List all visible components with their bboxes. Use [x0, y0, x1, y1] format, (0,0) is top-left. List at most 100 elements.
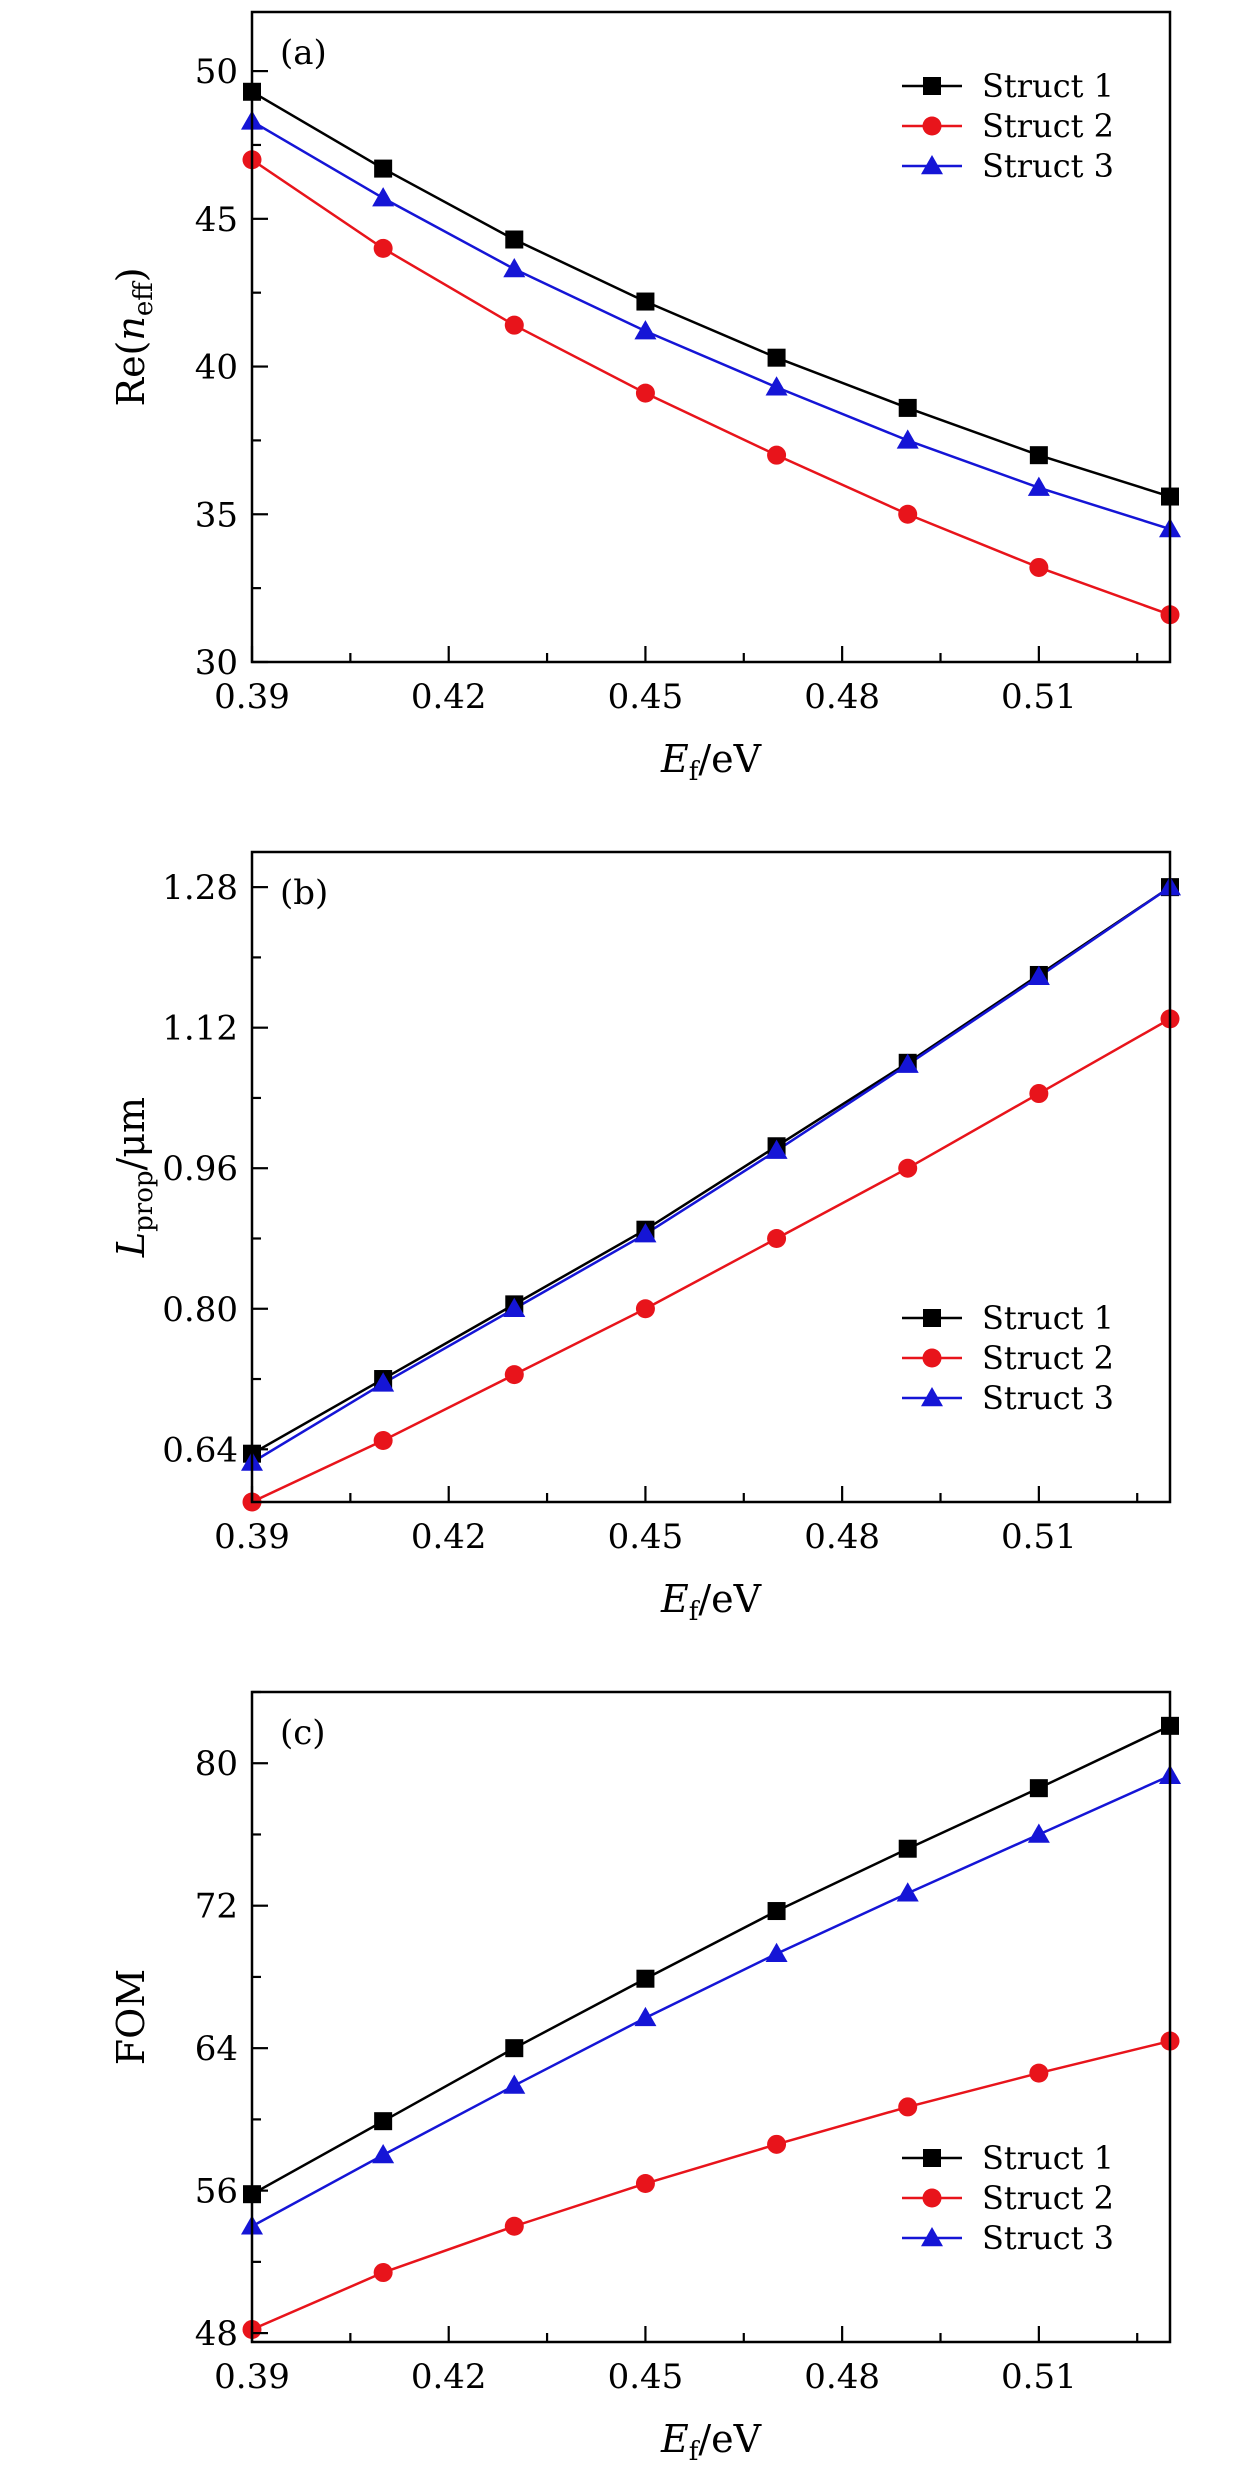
- x-tick-label: 0.51: [1001, 2357, 1077, 2397]
- data-point-s2-5: [896, 429, 919, 449]
- data-point-s0-2: [505, 230, 524, 249]
- y-tick-label: 56: [195, 2172, 238, 2212]
- y-axis-label: Re(neff): [109, 267, 159, 406]
- y-tick-label: 1.28: [162, 868, 238, 908]
- y-axis-label: Lprop/μm: [109, 1097, 159, 1258]
- data-point-s0-5: [898, 1839, 917, 1858]
- data-point-s0-4: [767, 1902, 786, 1921]
- series-line-0: [252, 1724, 1170, 2196]
- data-point-s1-2: [504, 1365, 524, 1385]
- x-tick-label: 0.51: [1001, 1517, 1077, 1557]
- legend-label-2: Struct 3: [982, 1379, 1114, 1417]
- plot-frame: [250, 10, 1172, 664]
- y-axis-label: FOM: [109, 1969, 153, 2065]
- y-tick-label: 0.80: [162, 1290, 238, 1330]
- data-point-s2-5: [896, 1053, 919, 1073]
- data-point-s1-4: [767, 1228, 787, 1248]
- x-axis-label: Ef/eV: [660, 2417, 762, 2467]
- data-point-s0-6: [1029, 446, 1048, 465]
- x-tick-label: 0.39: [214, 1517, 290, 1557]
- data-point-s0-3: [636, 1969, 655, 1988]
- legend-marker-1: [922, 116, 942, 136]
- y-tick-label: 48: [195, 2314, 238, 2354]
- data-point-s1-2: [504, 2216, 524, 2236]
- data-point-s1-1: [373, 2263, 393, 2283]
- x-tick-label: 0.42: [411, 677, 487, 717]
- y-tick-label: 45: [195, 200, 238, 240]
- data-point-s2-4: [765, 1139, 788, 1159]
- legend-label-0: Struct 1: [982, 1299, 1114, 1337]
- x-tick-label: 0.45: [608, 2357, 684, 2397]
- data-point-s2-1: [372, 2144, 395, 2164]
- data-point-s1-1: [373, 238, 393, 258]
- x-tick-label: 0.48: [804, 677, 880, 717]
- x-tick-label: 0.42: [411, 2357, 487, 2397]
- series-line-2: [252, 120, 1170, 531]
- x-tick-label: 0.51: [1001, 677, 1077, 717]
- data-point-s1-4: [767, 2134, 787, 2154]
- series-line-2: [252, 1774, 1170, 2228]
- x-tick-label: 0.48: [804, 2357, 880, 2397]
- legend-label-0: Struct 1: [982, 67, 1114, 105]
- x-tick-label: 0.39: [214, 677, 290, 717]
- x-tick-label: 0.42: [411, 1517, 487, 1557]
- chart-panel-1: 0.39 0.42 0.45 0.48 0.51 0.64 0.80 0.96 1.12 1.28…: [109, 850, 1181, 1627]
- y-tick-label: 40: [195, 348, 238, 388]
- x-tick-label: 0.45: [608, 677, 684, 717]
- legend-label-0: Struct 1: [982, 2139, 1114, 2177]
- x-tick-label: 0.45: [608, 1517, 684, 1557]
- data-point-s1-6: [1029, 2063, 1049, 2083]
- data-point-s0-4: [767, 348, 786, 367]
- data-point-s2-4: [765, 376, 788, 396]
- chart-panel-2: 0.39 0.42 0.45 0.48 0.51 48 56 64 72 80 (c) Ef/eV FO…: [109, 1690, 1181, 2467]
- data-point-s2-2: [503, 1297, 526, 1318]
- series-line-1: [252, 158, 1170, 616]
- data-point-s2-3: [634, 320, 657, 340]
- y-tick-label: 30: [195, 643, 238, 683]
- data-point-s1-3: [635, 383, 655, 403]
- data-point-s1-6: [1029, 1084, 1049, 1104]
- legend-label-2: Struct 3: [982, 147, 1114, 185]
- data-point-s2-2: [503, 2074, 526, 2094]
- x-tick-label: 0.48: [804, 1517, 880, 1557]
- data-point-s2-6: [1027, 476, 1050, 496]
- data-point-s2-3: [634, 2006, 657, 2027]
- plot-frame: [250, 850, 1172, 1504]
- chart-panel-0: 0.39 0.42 0.45 0.48 0.51 30 35 40 45 50 (a) Ef/eV Re…: [109, 10, 1181, 787]
- y-tick-label: 35: [195, 495, 238, 535]
- plot-frame: [250, 1690, 1172, 2344]
- x-axis-label: Ef/eV: [660, 1577, 762, 1627]
- data-point-s1-3: [635, 2174, 655, 2194]
- data-point-s0-1: [374, 2112, 393, 2131]
- legend-marker-2: [921, 155, 943, 175]
- legend-marker-2: [921, 2227, 943, 2247]
- data-point-s0-2: [505, 2039, 524, 2058]
- data-point-s2-3: [634, 1223, 657, 1243]
- series-line-0: [252, 90, 1170, 498]
- series-line-2: [252, 886, 1170, 1464]
- data-point-s2-6: [1027, 1823, 1050, 1843]
- data-point-s0-5: [898, 398, 917, 417]
- legend-label-1: Struct 2: [982, 2179, 1114, 2217]
- y-tick-label: 0.96: [162, 1149, 238, 1189]
- data-point-s1-5: [898, 2097, 918, 2117]
- series-line-0: [252, 886, 1170, 1455]
- data-point-s1-4: [767, 445, 787, 465]
- legend-marker-0: [923, 77, 941, 95]
- y-tick-label: 50: [195, 52, 238, 92]
- data-point-s0-1: [374, 159, 393, 178]
- data-point-s2-6: [1027, 965, 1050, 985]
- panel-label: (b): [280, 873, 328, 913]
- data-point-s0-6: [1029, 1779, 1048, 1798]
- legend-marker-0: [923, 2149, 941, 2167]
- data-point-s1-6: [1029, 557, 1049, 577]
- legend-marker-0: [923, 1309, 941, 1327]
- series-line-1: [252, 2039, 1170, 2331]
- y-tick-label: 80: [195, 1744, 238, 1784]
- data-point-s2-5: [896, 1882, 919, 1902]
- y-tick-label: 72: [195, 1887, 238, 1927]
- series-line-1: [252, 1017, 1170, 1502]
- panel-label: (a): [280, 33, 327, 73]
